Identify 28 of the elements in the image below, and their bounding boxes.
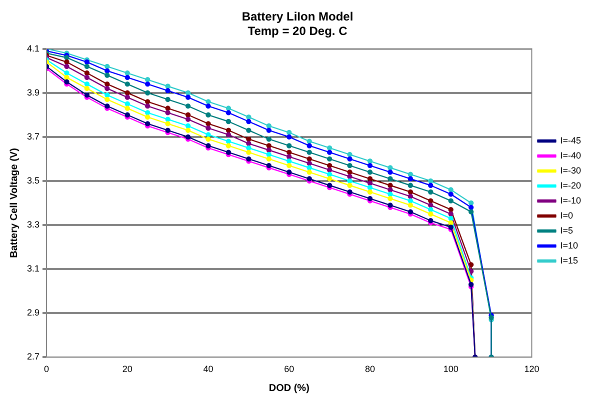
y-tick-label: 3.7 bbox=[26, 131, 40, 142]
legend-label: I=0 bbox=[560, 210, 573, 220]
y-tick-label: 3.3 bbox=[26, 220, 40, 230]
y-tick-label: 2.7 bbox=[26, 352, 40, 362]
y-tick-label: 3.1 bbox=[26, 264, 40, 274]
legend-label: I=10 bbox=[560, 240, 578, 250]
x-axis-title: DOD (%) bbox=[268, 382, 310, 394]
x-tick-label: 60 bbox=[284, 364, 294, 374]
x-tick-label: 100 bbox=[443, 364, 458, 374]
x-tick-label: 40 bbox=[203, 364, 214, 374]
y-axis-title: Battery Cell Voltage (V) bbox=[8, 148, 20, 258]
legend-label: I=-10 bbox=[560, 195, 581, 206]
y-tick-label: 3.5 bbox=[26, 175, 40, 186]
legend-label: I=-45 bbox=[560, 135, 581, 146]
x-tick-label: 0 bbox=[44, 364, 50, 374]
chart-subtitle: Temp = 20 Deg. C bbox=[248, 24, 348, 38]
legend-label: I=-30 bbox=[560, 165, 581, 176]
y-tick-label: 4.1 bbox=[26, 43, 40, 54]
x-tick-label: 80 bbox=[364, 364, 375, 374]
x-tick-label: 120 bbox=[524, 364, 540, 374]
y-tick-label: 2.9 bbox=[26, 308, 40, 318]
legend-label: I=15 bbox=[560, 255, 578, 266]
legend-label: I=-20 bbox=[560, 180, 581, 190]
x-tick-label: 20 bbox=[122, 364, 132, 374]
chart-title: Battery LiIon Model bbox=[242, 10, 354, 24]
legend-label: I=-40 bbox=[560, 150, 581, 160]
y-tick-label: 3.9 bbox=[26, 87, 40, 98]
legend-label: I=5 bbox=[560, 225, 573, 236]
